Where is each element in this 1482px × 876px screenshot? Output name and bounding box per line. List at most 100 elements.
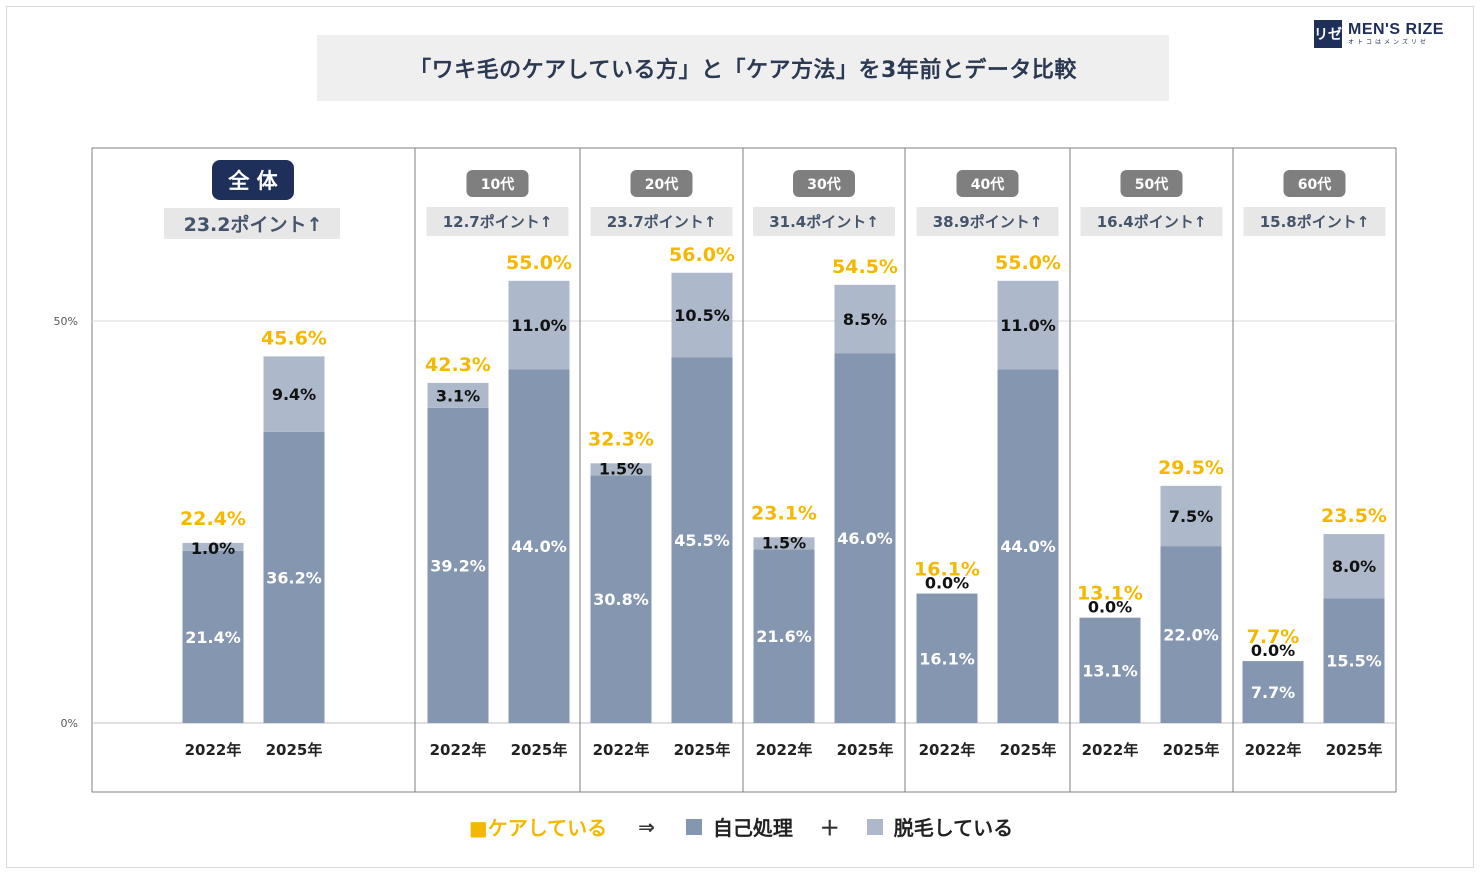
x-tick-label: 2022年	[593, 741, 650, 759]
x-tick-label: 2022年	[756, 741, 813, 759]
chart-title: 「ワキ毛のケアしている方」と「ケア方法」を3年前とデータ比較	[409, 58, 1077, 83]
change-box	[916, 207, 1059, 236]
y-tick-label: 50%	[54, 315, 78, 328]
group-label: 10代	[481, 176, 514, 193]
legend-self: 自己処理	[712, 816, 793, 840]
self-value-label: 39.2%	[430, 556, 486, 575]
self-value-label: 16.1%	[919, 649, 975, 668]
self-value-label: 15.5%	[1326, 652, 1382, 671]
bar-self	[427, 407, 489, 723]
bar-removal	[834, 284, 896, 354]
group-label: 60代	[1298, 176, 1331, 193]
group-label: 40代	[971, 176, 1004, 193]
removal-value-label: 11.0%	[1000, 316, 1056, 335]
x-tick-label: 2022年	[185, 741, 242, 759]
x-tick-label: 2025年	[1000, 741, 1057, 759]
legend-self-swatch	[685, 818, 702, 835]
total-value-label: 23.1%	[751, 502, 817, 524]
group-badge	[1120, 170, 1183, 197]
removal-value-label: 1.5%	[599, 459, 643, 478]
bar-removal	[590, 463, 652, 476]
change-box	[164, 208, 340, 239]
bar-self	[182, 550, 244, 723]
total-value-label: 16.1%	[914, 559, 980, 581]
group-badge	[466, 170, 529, 197]
change-label: 16.4ポイント↑	[1097, 213, 1207, 231]
removal-value-label: 10.5%	[674, 306, 730, 325]
bar-removal	[997, 280, 1059, 370]
removal-value-label: 1.5%	[762, 533, 806, 552]
total-value-label: 54.5%	[832, 256, 898, 278]
self-value-label: 30.8%	[593, 590, 649, 609]
y-tick-label: 0%	[61, 717, 78, 730]
change-label: 15.8ポイント↑	[1260, 213, 1370, 231]
group-badge	[212, 160, 294, 200]
x-tick-label: 2025年	[1326, 741, 1383, 759]
group-label: 20代	[645, 176, 678, 193]
bar-self	[834, 353, 896, 723]
change-label: 23.2ポイント↑	[184, 213, 323, 236]
bar-self	[590, 475, 652, 723]
removal-value-label: 7.5%	[1169, 507, 1213, 526]
group-badge	[1283, 170, 1346, 197]
x-tick-label: 2025年	[266, 741, 323, 759]
bar-self	[1242, 661, 1304, 723]
x-tick-label: 2025年	[674, 741, 731, 759]
removal-value-label: 1.0%	[191, 539, 235, 558]
removal-value-label: 8.5%	[843, 310, 887, 329]
logo-subtitle: オトコはメンズリゼ	[1348, 39, 1429, 46]
chart-frame	[6, 6, 1474, 868]
legend-arrow: ⇒	[638, 814, 655, 839]
bar-self	[508, 369, 570, 723]
total-value-label: 45.6%	[261, 327, 327, 349]
change-box	[753, 207, 895, 236]
bar-self	[263, 431, 325, 723]
change-label: 12.7ポイント↑	[443, 213, 553, 231]
removal-value-label: 0.0%	[1088, 598, 1132, 617]
self-value-label: 21.4%	[185, 628, 241, 647]
change-box	[426, 207, 569, 236]
total-value-label: 32.3%	[588, 428, 654, 450]
total-value-label: 7.7%	[1247, 626, 1300, 648]
change-label: 23.7ポイント↑	[607, 213, 717, 231]
x-tick-label: 2022年	[1082, 741, 1139, 759]
x-tick-label: 2025年	[1163, 741, 1220, 759]
x-tick-label: 2025年	[511, 741, 568, 759]
group-label: 全 体	[227, 169, 278, 193]
self-value-label: 7.7%	[1251, 683, 1295, 702]
change-box	[1243, 207, 1386, 236]
self-value-label: 45.5%	[674, 531, 730, 550]
group-badge	[793, 170, 855, 197]
removal-value-label: 9.4%	[272, 385, 316, 404]
x-tick-label: 2025年	[837, 741, 894, 759]
x-tick-label: 2022年	[1245, 741, 1302, 759]
total-value-label: 55.0%	[995, 252, 1061, 274]
self-value-label: 44.0%	[511, 537, 567, 556]
x-tick-label: 2022年	[919, 741, 976, 759]
bar-removal	[753, 537, 815, 550]
change-box	[1080, 207, 1223, 236]
bar-self	[671, 357, 733, 723]
removal-value-label: 3.1%	[436, 386, 480, 405]
self-value-label: 13.1%	[1082, 661, 1138, 680]
removal-value-label: 0.0%	[925, 574, 969, 593]
bar-removal	[1323, 534, 1385, 599]
bar-removal	[508, 280, 570, 370]
group-label: 50代	[1135, 176, 1168, 193]
x-tick-label: 2022年	[430, 741, 487, 759]
chart-legend: ■ケアしている ⇒ 自己処理 ＋ 脱毛している	[0, 812, 1482, 841]
removal-value-label: 0.0%	[1251, 641, 1295, 660]
removal-value-label: 8.0%	[1332, 557, 1376, 576]
change-label: 38.9ポイント↑	[933, 213, 1043, 231]
bar-self	[1079, 617, 1141, 723]
total-value-label: 42.3%	[425, 354, 491, 376]
title-banner: 「ワキ毛のケアしている方」と「ケア方法」を3年前とデータ比較	[317, 35, 1169, 101]
total-value-label: 22.4%	[180, 508, 246, 530]
group-badge	[956, 170, 1019, 197]
logo-mark: リゼ	[1314, 20, 1342, 48]
bar-removal	[182, 542, 244, 551]
bar-self	[916, 593, 978, 723]
change-label: 31.4ポイント↑	[769, 213, 879, 231]
legend-care: ■ケアしている	[468, 816, 608, 840]
self-value-label: 44.0%	[1000, 537, 1056, 556]
